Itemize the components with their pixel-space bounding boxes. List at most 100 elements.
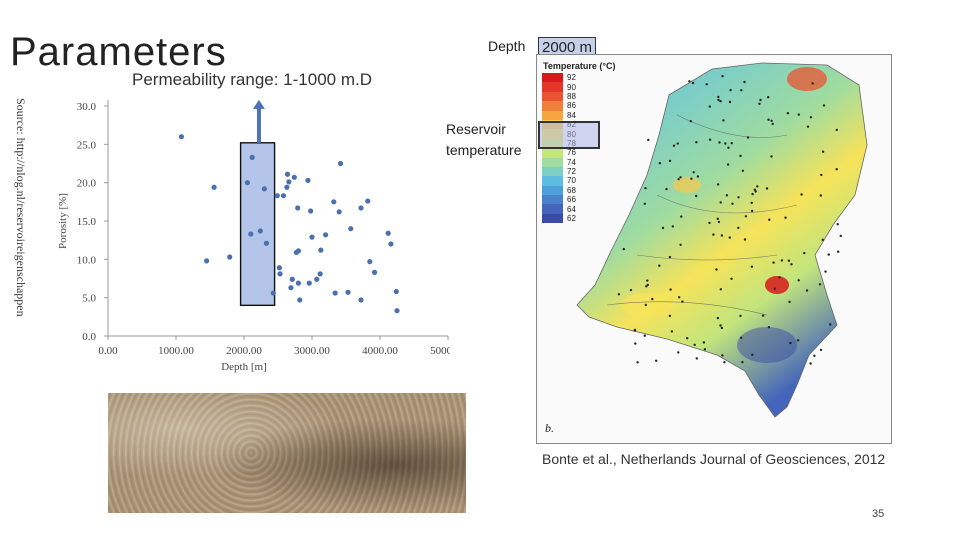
legend-row: 76 [542, 148, 576, 158]
well-marker [767, 118, 770, 121]
y-tick-label: 20.0 [77, 178, 97, 190]
x-tick-label: 3000.00 [294, 345, 330, 357]
well-marker [819, 194, 822, 197]
well-marker [668, 159, 672, 163]
scatter-point [345, 289, 351, 295]
well-marker [696, 175, 700, 178]
well-marker [655, 359, 658, 362]
well-marker [778, 276, 781, 279]
legend-swatch [542, 101, 563, 111]
legend-row: 72 [542, 166, 576, 177]
legend-row: 88 [542, 91, 576, 102]
x-tick-label: 5000.00 [430, 345, 450, 357]
well-marker [703, 348, 707, 351]
scatter-point [331, 199, 337, 205]
well-marker [680, 215, 683, 218]
well-marker [717, 98, 720, 102]
well-marker [822, 104, 826, 107]
x-tick-label: 1000.00 [158, 345, 194, 357]
well-marker [737, 196, 740, 199]
well-marker [730, 277, 733, 280]
scatter-point [336, 209, 342, 215]
legend-row: 84 [542, 110, 576, 120]
scatter-point [204, 258, 210, 264]
well-marker [670, 330, 674, 333]
legend-swatch [542, 82, 563, 92]
scatter-point [288, 285, 294, 291]
well-marker [677, 178, 680, 181]
well-marker [665, 187, 668, 191]
well-marker [622, 247, 625, 251]
legend-value: 90 [567, 82, 576, 92]
well-marker [729, 88, 732, 92]
well-marker [806, 125, 810, 128]
scatter-point [244, 180, 250, 186]
well-marker [643, 202, 646, 205]
legend-row: 86 [542, 101, 576, 111]
well-marker [723, 361, 726, 364]
well-marker [658, 264, 661, 267]
scatter-point [358, 297, 364, 303]
well-marker [827, 253, 830, 256]
well-marker [750, 209, 754, 213]
scatter-point [295, 248, 301, 254]
well-marker [835, 128, 838, 132]
well-marker [811, 82, 814, 85]
well-marker [839, 234, 842, 238]
slide-title: Parameters [10, 30, 227, 74]
well-marker [719, 324, 722, 327]
well-marker [651, 297, 654, 301]
scatter-point [365, 198, 371, 204]
well-marker [719, 288, 722, 291]
well-marker [617, 293, 621, 296]
well-marker [716, 316, 720, 320]
well-marker [672, 144, 676, 147]
well-marker [770, 119, 773, 123]
well-marker [759, 98, 762, 102]
well-marker [681, 300, 684, 303]
scatter-point [280, 193, 287, 199]
depth-label: Depth [488, 38, 526, 54]
citation: Bonte et al., Netherlands Journal of Geo… [542, 451, 886, 467]
legend-swatch [542, 176, 563, 186]
scatter-point [323, 232, 329, 238]
well-marker [770, 155, 773, 158]
well-marker [743, 80, 746, 84]
well-marker [647, 138, 650, 142]
well-marker [695, 357, 698, 360]
legend-swatch [542, 213, 563, 224]
legend-value: 66 [567, 195, 576, 205]
well-marker [796, 339, 800, 342]
well-marker [708, 105, 711, 108]
scatter-point [284, 184, 290, 190]
well-marker [629, 288, 633, 292]
well-marker [721, 74, 724, 78]
well-marker [805, 289, 809, 292]
well-marker [784, 216, 787, 219]
well-marker [771, 122, 774, 126]
well-marker [819, 348, 823, 352]
well-marker [705, 83, 708, 86]
well-marker [720, 234, 724, 237]
legend-value: 86 [567, 101, 576, 111]
source-note: Source: http://nlog.nl/reservoireigensch… [14, 98, 28, 317]
well-marker [820, 173, 823, 177]
legend-swatch [542, 195, 563, 205]
well-marker [717, 220, 721, 224]
scatter-point [388, 241, 394, 247]
well-marker [676, 142, 679, 145]
legend-swatch [542, 148, 563, 158]
well-marker [786, 112, 790, 115]
well-marker [695, 141, 698, 144]
legend-swatch [542, 157, 563, 167]
legend-row: 68 [542, 185, 576, 196]
well-marker [773, 287, 776, 290]
legend-row: 70 [542, 176, 576, 186]
well-marker [837, 250, 840, 253]
well-marker [739, 314, 742, 318]
well-marker [756, 185, 759, 188]
y-tick-label: 10.0 [77, 254, 97, 266]
well-marker [691, 81, 695, 85]
scatter-point [317, 271, 323, 277]
legend-swatch [542, 110, 563, 120]
